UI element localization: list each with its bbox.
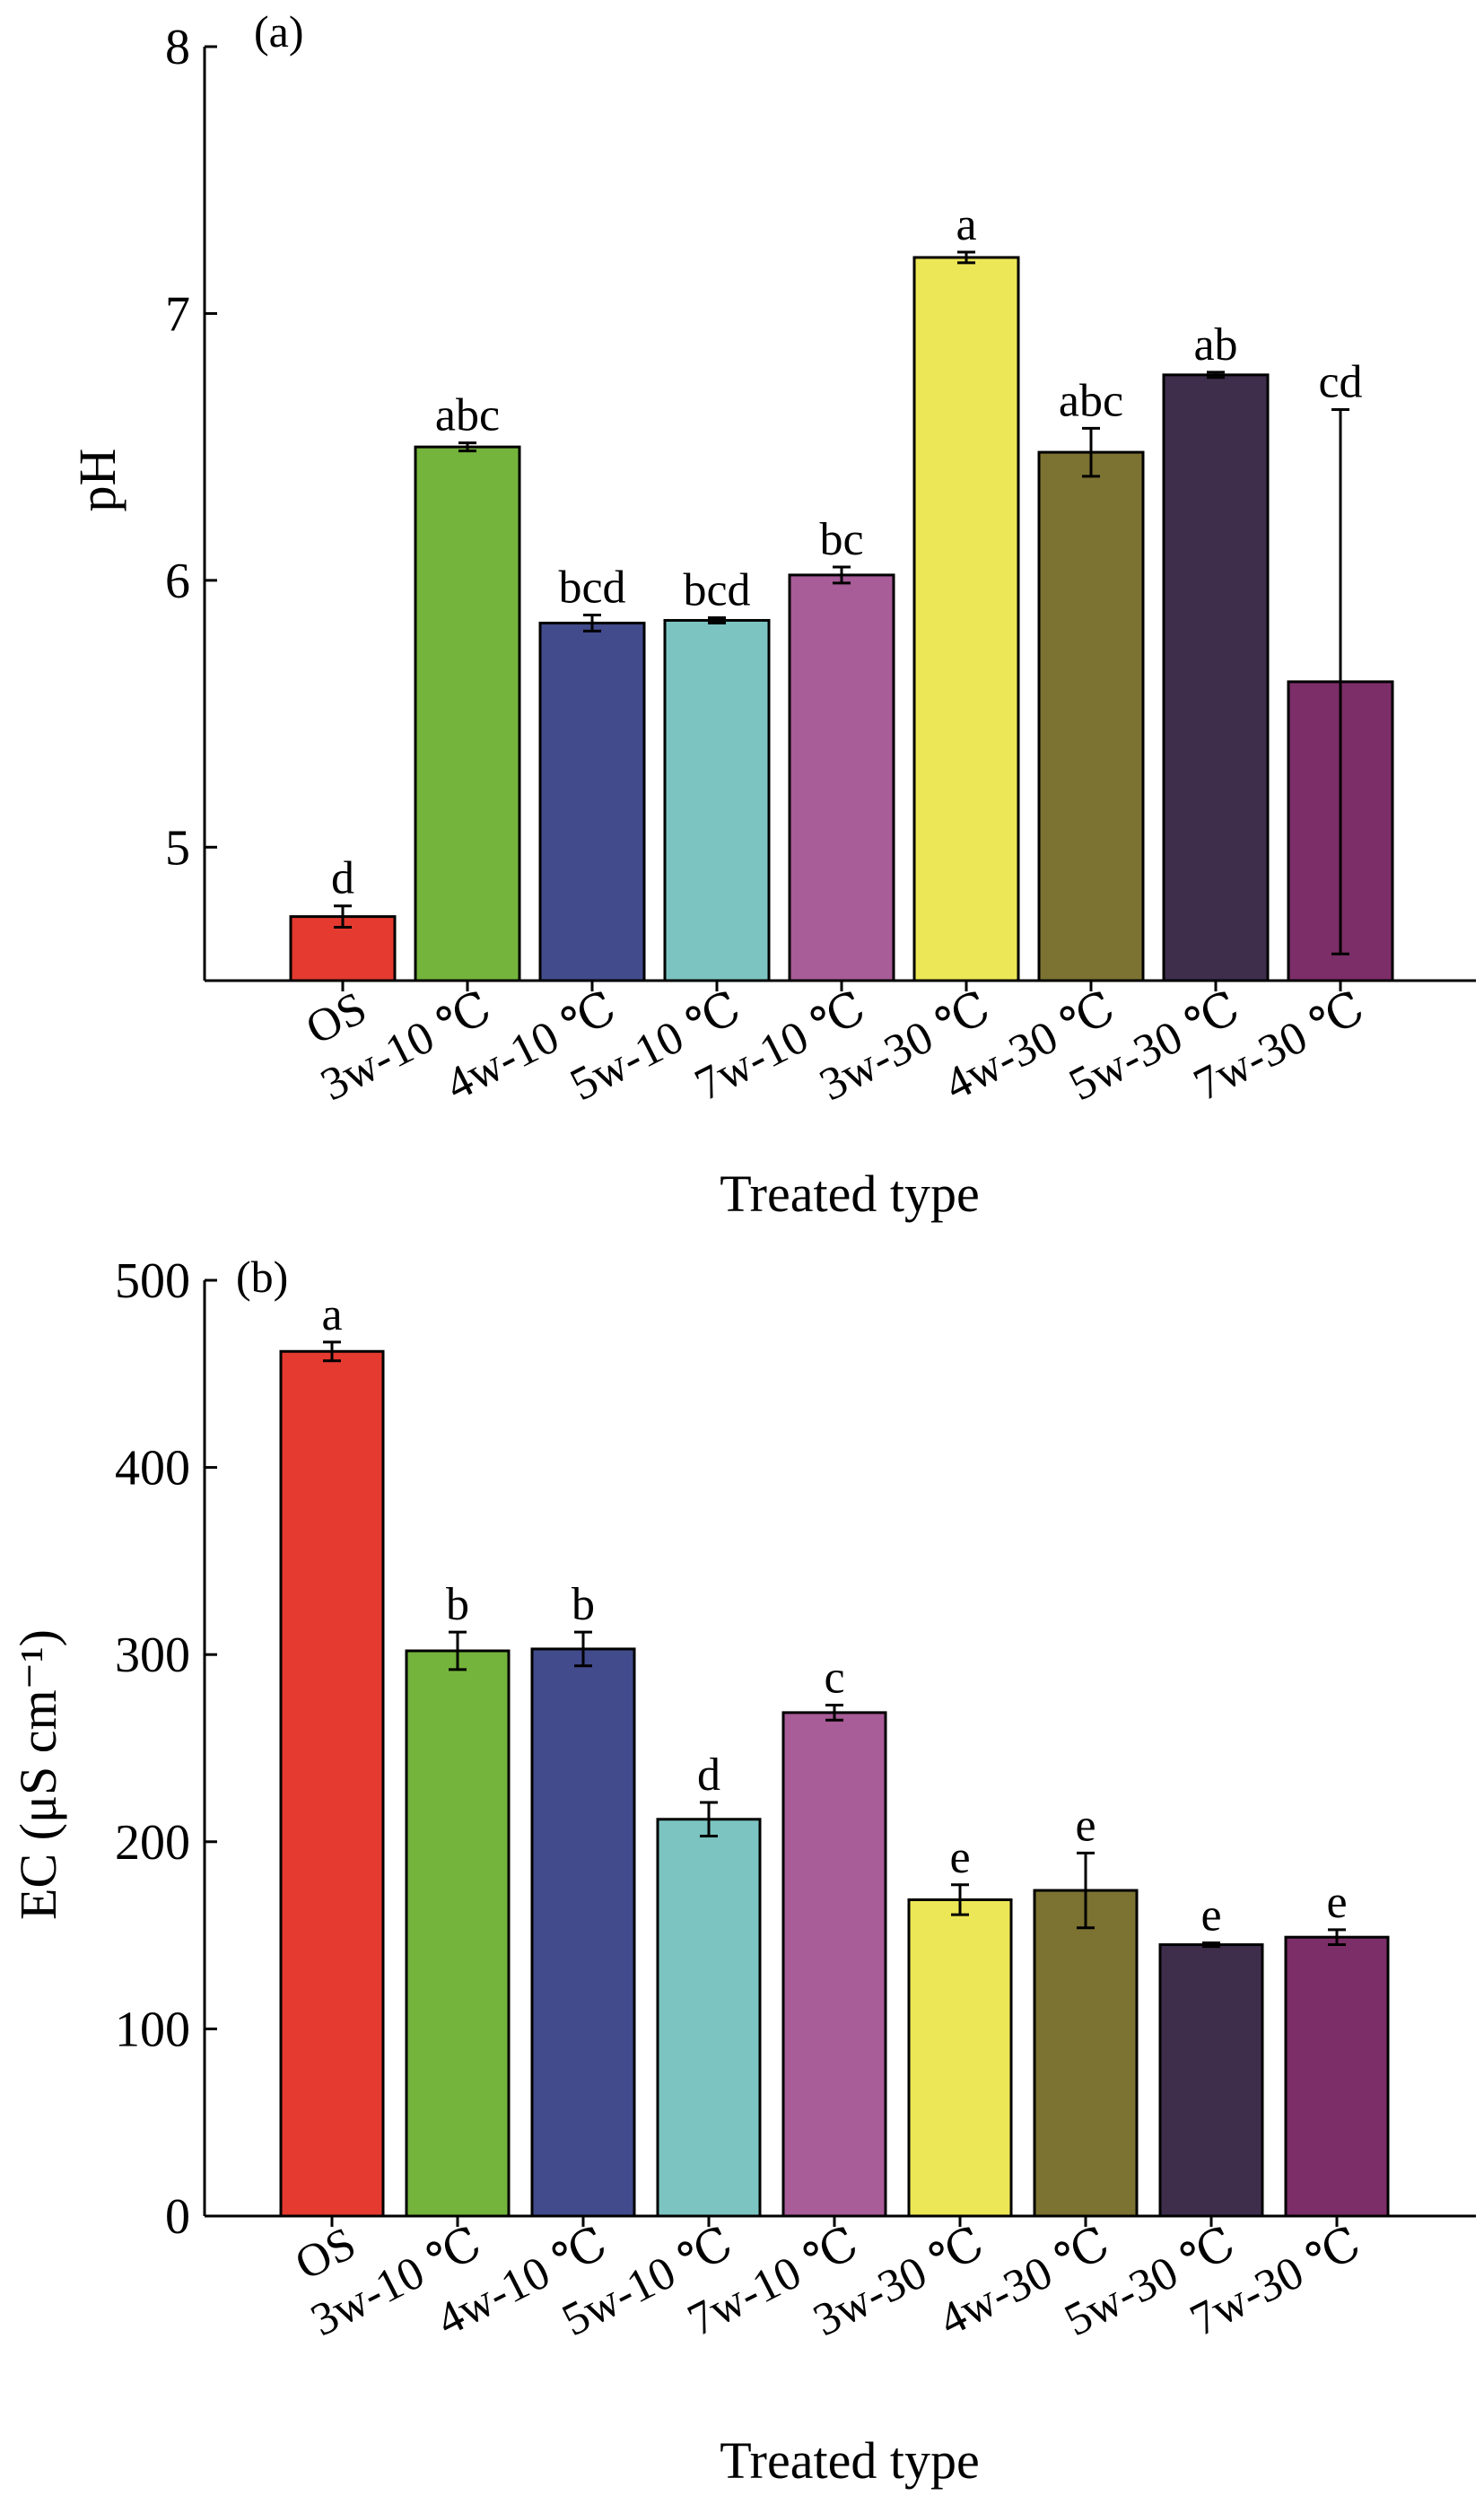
panel-b-x-axis-label: Treated type	[720, 2431, 979, 2490]
panel-a-x-axis-label: Treated type	[720, 1165, 979, 1223]
a-error-bar-7	[1207, 371, 1225, 380]
b-significance-7: e	[1200, 1889, 1221, 1941]
panel-b-label: (b)	[236, 1252, 288, 1302]
a-y-tick-2: 7	[165, 286, 190, 342]
b-y-tick-4: 400	[115, 1441, 190, 1496]
a-significance-5: a	[956, 199, 976, 250]
panel-b-y-ticks: 0 100 200 300 400 500	[115, 1253, 217, 2245]
a-y-tick-0: 5	[165, 820, 190, 876]
b-bar-4	[781, 1711, 887, 2218]
b-bar-5	[907, 1898, 1013, 2218]
a-error-bar-6	[1082, 426, 1100, 478]
a-bar-1	[414, 445, 521, 982]
a-error-bar-8	[1331, 408, 1349, 955]
panel-b-y-axis-label: EC (μS cm⁻¹)	[9, 1629, 67, 1920]
b-significance-1: b	[446, 1579, 469, 1630]
a-significance-8: cd	[1318, 357, 1362, 408]
b-error-bar-0	[323, 1340, 341, 1363]
a-significance-4: bc	[819, 514, 863, 565]
b-bar-6	[1033, 1889, 1139, 2218]
a-error-bar-3	[708, 615, 726, 624]
a-error-bar-1	[458, 441, 476, 453]
b-bar-1	[405, 1649, 511, 2218]
a-significance-1: abc	[435, 390, 500, 441]
panel-b-axes	[203, 1280, 1476, 2227]
a-error-bar-2	[583, 614, 601, 633]
a-bar-5	[912, 256, 1020, 982]
b-significance-8: e	[1326, 1877, 1347, 1928]
panel-a-bars	[289, 256, 1394, 982]
panel-a-label: (a)	[254, 6, 304, 57]
b-bar-3	[656, 1818, 762, 2218]
panel-a-significance-letters: d abc bcd bcd bc a abc ab cd	[331, 199, 1363, 904]
b-bar-2	[530, 1647, 636, 2218]
panel-b-error-bars	[323, 1340, 1346, 1949]
a-significance-2: bcd	[558, 563, 625, 614]
b-significance-3: d	[697, 1750, 720, 1801]
b-error-bar-1	[449, 1630, 467, 1671]
b-bar-0	[279, 1349, 385, 2218]
a-bar-2	[538, 621, 646, 982]
panel-a-y-ticks: 5 6 7 8	[165, 20, 217, 876]
a-significance-6: abc	[1059, 375, 1123, 426]
panel-b-significance-letters: a b b d c e e e e	[321, 1289, 1347, 1941]
a-error-bar-5	[957, 250, 975, 265]
a-significance-0: d	[331, 853, 354, 904]
panel-a-axes	[203, 47, 1476, 991]
a-y-tick-3: 8	[165, 20, 190, 75]
b-significance-2: b	[572, 1579, 595, 1630]
b-bar-8	[1284, 1935, 1390, 2218]
a-error-bar-0	[334, 904, 352, 929]
a-bar-6	[1037, 450, 1145, 982]
b-y-tick-0: 0	[165, 2189, 190, 2245]
a-error-bar-4	[833, 565, 851, 585]
a-bar-7	[1162, 373, 1270, 982]
b-significance-0: a	[321, 1289, 342, 1340]
a-bar-4	[788, 573, 895, 982]
b-error-bar-8	[1328, 1928, 1346, 1947]
b-y-tick-5: 500	[115, 1253, 190, 1309]
b-y-tick-3: 300	[115, 1627, 190, 1683]
b-significance-5: e	[949, 1832, 970, 1883]
a-significance-3: bcd	[683, 564, 750, 615]
a-bar-3	[663, 618, 771, 982]
panel-b-bars	[279, 1349, 1390, 2218]
b-error-bar-2	[574, 1630, 592, 1668]
a-y-tick-1: 6	[165, 554, 190, 609]
b-y-tick-1: 100	[115, 2002, 190, 2057]
b-error-bar-7	[1202, 1941, 1220, 1949]
b-error-bar-6	[1077, 1851, 1095, 1930]
a-significance-7: ab	[1193, 319, 1237, 371]
b-y-tick-2: 200	[115, 1815, 190, 1871]
b-bar-7	[1158, 1943, 1264, 2218]
panel-a-error-bars	[334, 250, 1349, 955]
b-error-bar-5	[951, 1883, 969, 1916]
b-significance-4: c	[824, 1653, 844, 1704]
b-error-bar-4	[825, 1704, 843, 1722]
b-significance-6: e	[1075, 1800, 1096, 1851]
b-error-bar-3	[700, 1801, 718, 1838]
panel-a-y-axis-label: pH	[68, 449, 127, 512]
